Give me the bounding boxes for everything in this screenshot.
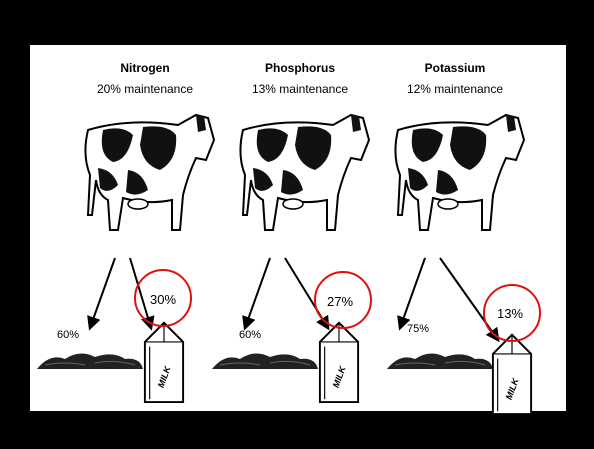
milk-percent: 13% xyxy=(497,306,523,321)
nutrient-title: Nitrogen xyxy=(120,61,169,75)
manure-percent: 60% xyxy=(57,329,79,341)
nutrient-title: Phosphorus xyxy=(265,61,335,75)
page: Nitrogen20% maintenance60%MILK30%Phospho… xyxy=(0,0,594,449)
milk-percent: 30% xyxy=(150,292,176,307)
nutrient-title: Potassium xyxy=(425,61,486,75)
manure-percent: 75% xyxy=(407,323,429,335)
maintenance-label: 13% maintenance xyxy=(252,82,348,96)
maintenance-label: 12% maintenance xyxy=(407,82,503,96)
milk-percent: 27% xyxy=(327,294,353,309)
manure-percent: 60% xyxy=(239,329,261,341)
maintenance-label: 20% maintenance xyxy=(97,82,193,96)
